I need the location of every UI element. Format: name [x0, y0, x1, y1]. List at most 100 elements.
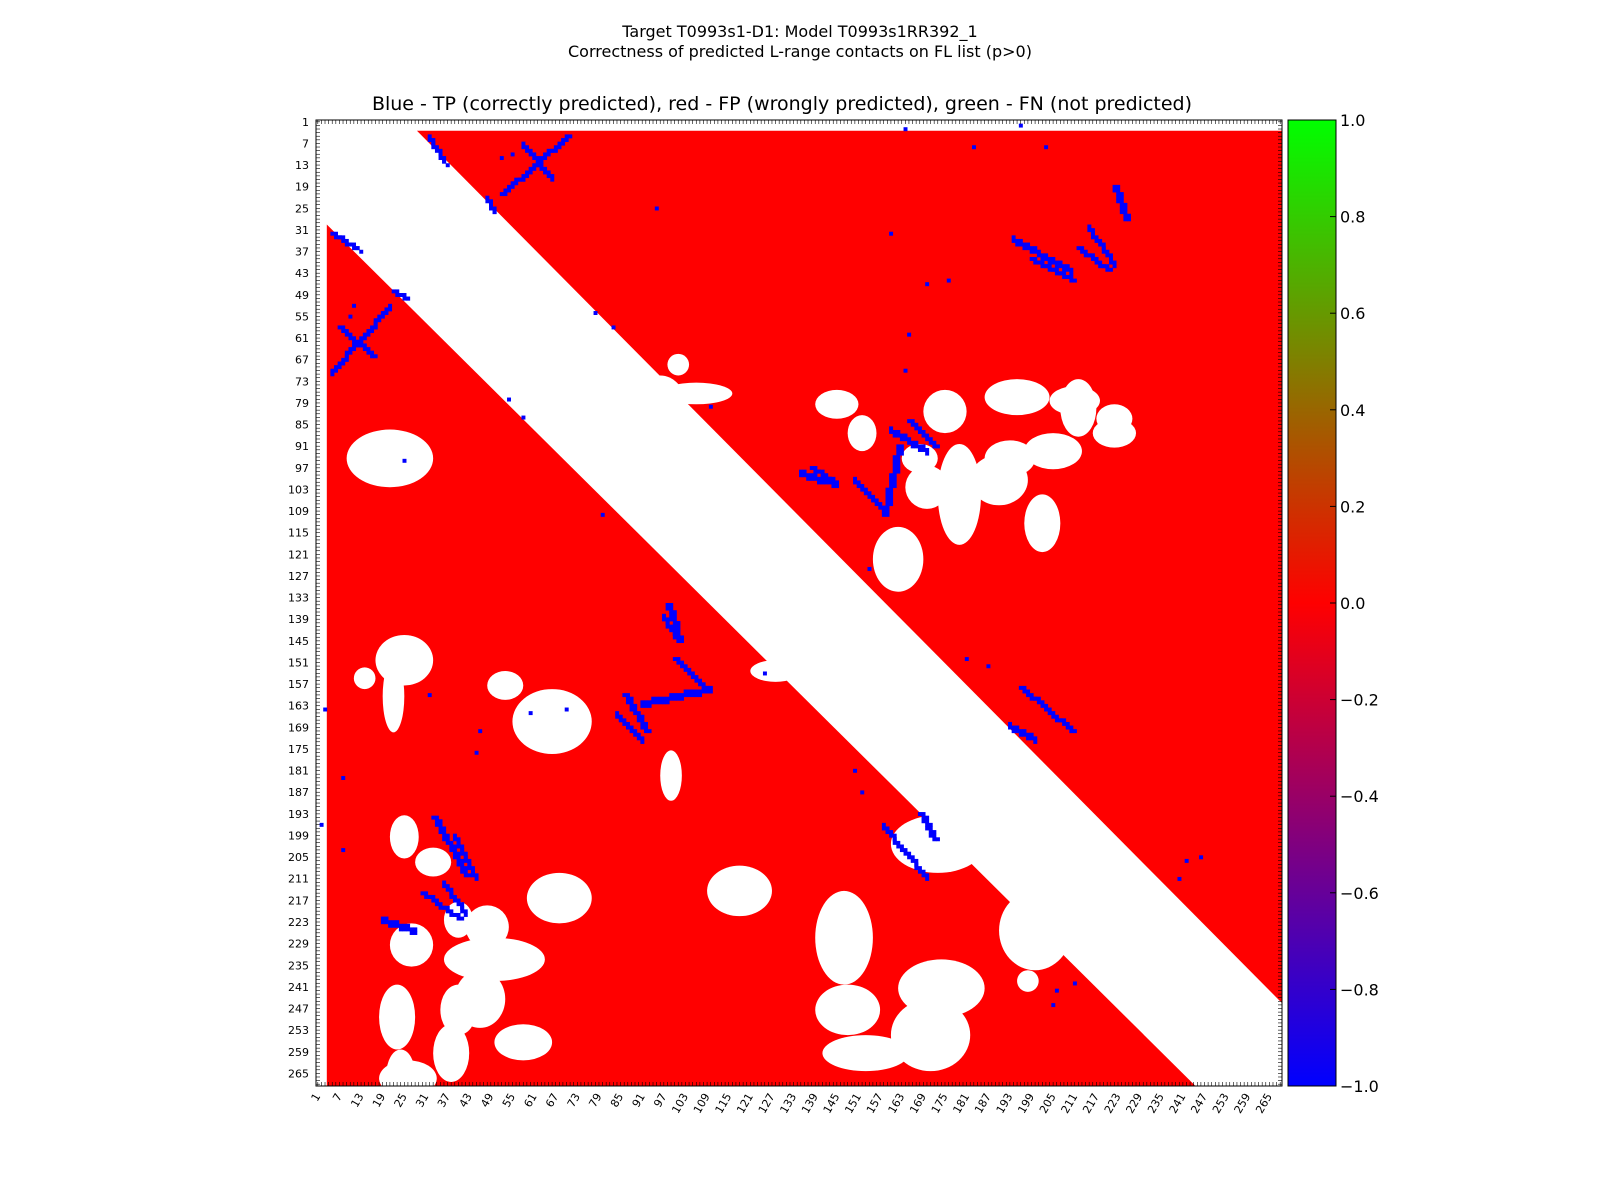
tp-contact	[629, 703, 634, 708]
tp-contact-mirror	[611, 325, 616, 330]
tp-contact-mirror	[409, 927, 414, 932]
tp-contact-mirror	[892, 837, 897, 842]
y-tick-label: 97	[295, 462, 309, 475]
tp-contact-mirror	[391, 923, 396, 928]
tp-contact-mirror	[344, 350, 349, 355]
tp-contact	[1058, 271, 1063, 276]
tp-contact	[672, 617, 677, 622]
tp-contact	[892, 466, 897, 470]
tp-contact-mirror	[860, 484, 865, 489]
y-tick-label: 187	[288, 786, 309, 799]
x-tick-label: 133	[777, 1091, 799, 1116]
tp-contact	[1072, 278, 1077, 283]
tp-contact-mirror	[593, 311, 598, 316]
tp-contact	[348, 242, 353, 247]
tp-contact-mirror	[1036, 249, 1041, 254]
tp-contact-mirror	[914, 440, 919, 445]
tp-contact-mirror	[388, 920, 393, 925]
tp-contact	[885, 491, 890, 496]
tp-contact-mirror	[460, 902, 465, 907]
unpredicted-region-mirror	[937, 443, 982, 545]
tp-contact	[355, 246, 360, 251]
tp-contact-mirror	[917, 444, 922, 449]
tp-contact-mirror	[672, 635, 677, 640]
tp-contact	[1119, 199, 1124, 204]
tp-contact-mirror	[550, 177, 555, 182]
tp-contact-mirror	[910, 440, 915, 445]
tp-contact	[330, 231, 335, 236]
tp-contact	[528, 166, 533, 171]
tp-contact	[1036, 696, 1041, 701]
tp-contact-mirror	[431, 141, 436, 146]
x-tick-label: 217	[1080, 1091, 1102, 1116]
tp-contact-mirror	[463, 909, 468, 914]
x-tick-label: 97	[651, 1091, 669, 1110]
tp-contact-mirror	[867, 566, 872, 571]
tp-contact-mirror	[1054, 260, 1059, 265]
tp-contact-mirror	[907, 851, 912, 856]
unpredicted-region-mirror	[822, 1035, 909, 1072]
tp-contact	[1033, 260, 1038, 265]
tp-contact	[903, 127, 908, 132]
tp-contact	[683, 667, 688, 672]
tp-contact-mirror	[463, 851, 468, 856]
tp-contact	[1112, 188, 1117, 193]
tp-contact	[672, 613, 677, 618]
tp-contact-mirror	[647, 703, 652, 708]
tp-contact	[373, 325, 378, 330]
tp-contact-mirror	[348, 350, 353, 355]
tp-contact	[434, 822, 439, 827]
tp-contact-mirror	[896, 844, 901, 849]
tp-contact-mirror	[662, 613, 666, 618]
tp-contact-mirror	[431, 138, 436, 142]
tp-contact	[442, 905, 447, 910]
tp-contact	[564, 134, 569, 139]
tp-contact-mirror	[373, 321, 378, 326]
tp-contact-mirror	[1054, 264, 1059, 269]
tp-contact	[820, 473, 825, 478]
tp-contact-mirror	[359, 339, 364, 344]
tp-contact-mirror	[636, 732, 641, 737]
tp-contact	[1105, 264, 1110, 269]
tp-contact	[427, 693, 432, 698]
tp-contact-mirror	[853, 476, 858, 481]
tp-contact	[914, 426, 919, 431]
colorbar-tick-label: −0.6	[1340, 884, 1379, 903]
tp-contact	[928, 822, 933, 827]
tp-contact-mirror	[676, 696, 681, 701]
tp-contact	[445, 840, 450, 845]
tp-contact-mirror	[492, 210, 497, 215]
tp-contact	[1127, 217, 1131, 222]
tp-contact-mirror	[856, 480, 861, 485]
tp-contact-mirror	[380, 916, 385, 921]
tp-contact-mirror	[622, 721, 627, 726]
tp-contact-mirror	[665, 624, 670, 629]
tp-contact-mirror	[352, 343, 357, 348]
y-tick-label: 217	[288, 894, 309, 907]
tp-contact	[1098, 260, 1103, 265]
tp-contact	[892, 473, 897, 478]
contact-map	[319, 123, 1282, 1086]
tp-contact-mirror	[831, 484, 836, 489]
tp-contact	[1116, 195, 1121, 200]
tp-contact	[452, 851, 457, 856]
tp-contact	[917, 426, 922, 431]
y-tick-label: 115	[288, 527, 309, 540]
tp-contact-mirror	[438, 148, 443, 153]
tp-contact	[1108, 267, 1113, 272]
tp-contact-mirror	[413, 931, 418, 935]
tp-contact	[507, 188, 512, 193]
tp-contact	[460, 862, 465, 867]
tp-contact	[885, 502, 890, 507]
unpredicted-region-mirror	[494, 1024, 553, 1061]
tp-contact	[932, 440, 937, 445]
tp-contact-mirror	[1051, 260, 1056, 265]
tp-contact-mirror	[910, 858, 915, 863]
tp-contact-mirror	[402, 923, 407, 928]
y-tick-label: 49	[295, 289, 309, 302]
tp-contact	[921, 812, 926, 817]
y-tick-label: 55	[295, 310, 309, 323]
tp-contact	[672, 624, 677, 629]
tp-contact-mirror	[986, 664, 991, 669]
tp-contact	[1036, 700, 1041, 705]
